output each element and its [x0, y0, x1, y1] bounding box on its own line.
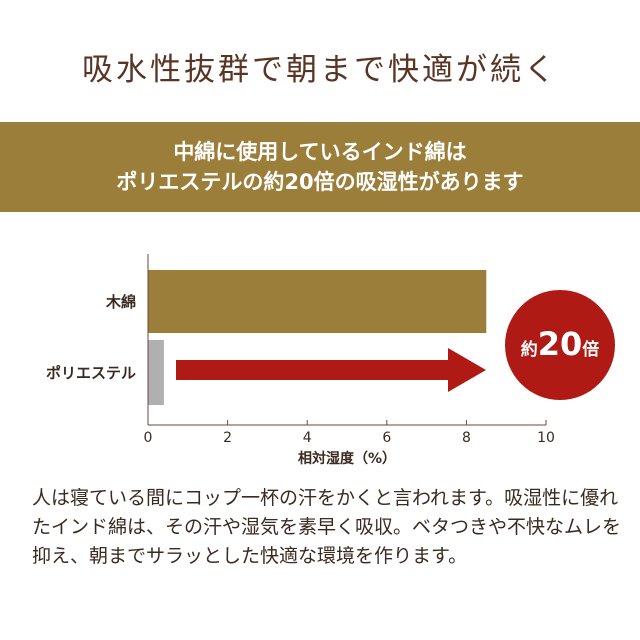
x-tick-label: 4: [303, 430, 312, 446]
banner-line-1: 中綿に使用しているインド綿は: [173, 140, 467, 164]
bar-1: [148, 340, 164, 405]
svg-text:約20倍: 約20倍: [521, 325, 600, 363]
badge-suffix: 倍: [582, 339, 599, 360]
banner-line-2: ポリエステルの約20倍の吸湿性があります: [116, 170, 524, 194]
bar-0: [148, 270, 487, 333]
category-label: ポリエステル: [46, 364, 136, 382]
increase-arrow: [176, 348, 486, 392]
page-title: 吸水性抜群で朝まで快適が続く: [82, 52, 558, 88]
x-tick-label: 6: [382, 430, 391, 446]
badge-circle: [505, 290, 615, 400]
x-tick-label: 0: [144, 430, 153, 446]
category-label: 木綿: [105, 293, 136, 311]
badge-prefix: 約: [521, 339, 538, 360]
x-tick-label: 8: [462, 430, 471, 446]
x-axis-label: 相対湿度（%）: [298, 450, 396, 467]
body-text: 人は寝ている間にコップ一杯の汗をかくと言われます。吸湿性に優れたインド綿は、その…: [32, 487, 622, 567]
x-tick-label: 10: [537, 430, 555, 446]
x-tick-label: 2: [223, 430, 232, 446]
headline-banner: 中綿に使用しているインド綿は ポリエステルの約20倍の吸湿性があります: [0, 122, 640, 212]
badge-number: 20: [538, 325, 583, 363]
